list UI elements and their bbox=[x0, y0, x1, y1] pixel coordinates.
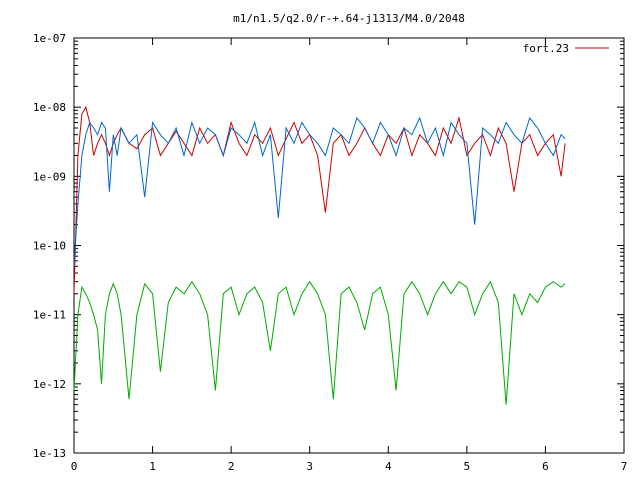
series-line-2 bbox=[73, 280, 566, 405]
x-tick-label: 7 bbox=[621, 460, 628, 473]
chart-title: m1/n1.5/q2.0/r-+.64-j1313/M4.0/2048 bbox=[233, 12, 465, 25]
legend-label-fort23: fort.23 bbox=[523, 42, 569, 55]
x-tick-label: 5 bbox=[464, 460, 471, 473]
y-tick-label: 1e-10 bbox=[33, 240, 66, 253]
plot-frame bbox=[73, 37, 625, 454]
x-tick-label: 3 bbox=[306, 460, 313, 473]
series-layer bbox=[73, 105, 566, 405]
y-tick-label: 1e-12 bbox=[33, 378, 66, 391]
series-line-1 bbox=[73, 116, 566, 267]
y-tick-label: 1e-08 bbox=[33, 101, 66, 114]
y-tick-label: 1e-07 bbox=[33, 32, 66, 45]
x-tick-label: 0 bbox=[71, 460, 78, 473]
y-tick-label: 1e-11 bbox=[33, 309, 66, 322]
legend: fort.23 bbox=[523, 42, 609, 55]
x-tick-label: 6 bbox=[542, 460, 549, 473]
x-tick-label: 1 bbox=[149, 460, 156, 473]
axis-ticks: 0 1 2 3 4 5 6 7 1e-13 1e-12 1e-11 1e-10 1e-09 1e-08 1e… bbox=[33, 32, 627, 473]
y-tick-label: 1e-13 bbox=[33, 447, 66, 460]
x-tick-label: 2 bbox=[228, 460, 235, 473]
x-tick-label: 4 bbox=[385, 460, 392, 473]
y-tick-label: 1e-09 bbox=[33, 170, 66, 183]
